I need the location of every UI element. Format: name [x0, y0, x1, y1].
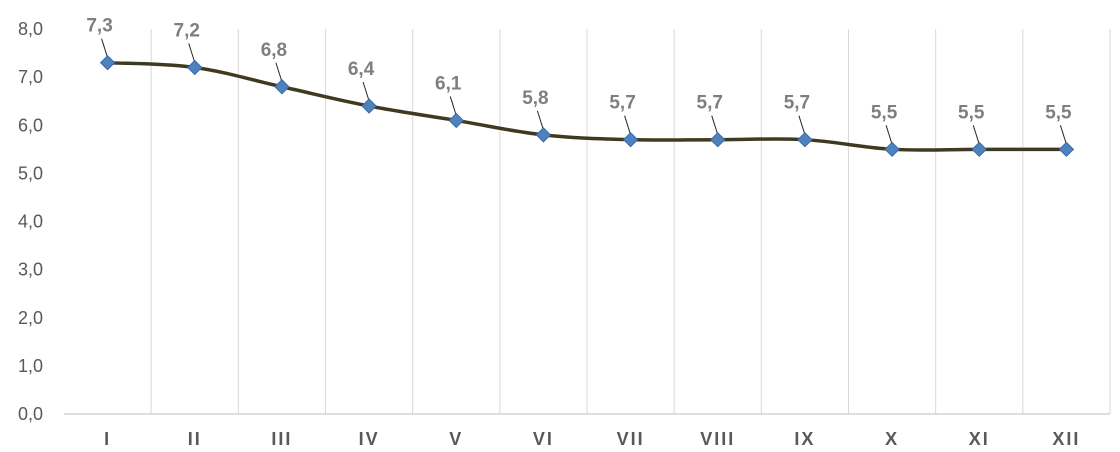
- y-tick-label: 6,0: [18, 115, 43, 135]
- x-tick-label: III: [271, 429, 292, 449]
- data-point-marker: [710, 131, 726, 148]
- data-point-marker: [884, 141, 900, 158]
- y-tick-label: 7,0: [18, 67, 43, 87]
- x-tick-label: I: [104, 429, 111, 449]
- data-point-marker: [1058, 141, 1075, 158]
- series-layer: [105, 60, 1069, 152]
- x-tick-label: VIII: [700, 429, 735, 449]
- x-tick-label: XII: [1052, 429, 1080, 449]
- y-tick-label: 3,0: [18, 260, 43, 280]
- data-label-leader-line: [362, 81, 370, 102]
- data-label: 6,4: [348, 59, 375, 80]
- series-line: [105, 60, 1069, 152]
- x-tick-label: VI: [533, 429, 554, 449]
- data-point-marker: [971, 141, 987, 158]
- x-tick-label: VII: [617, 429, 645, 449]
- data-label: 5,7: [784, 93, 810, 114]
- y-axis-tick-labels: 0,0 1,0 2,0 3,0 4,0 5,0 6,0 7,0 8,0: [18, 19, 43, 424]
- data-point-marker: [274, 79, 290, 95]
- y-tick-label: 5,0: [18, 163, 43, 183]
- data-label-leader-line: [101, 38, 109, 58]
- grid-layer: [150, 29, 1111, 414]
- data-markers: [99, 54, 1075, 158]
- data-point-marker: [535, 127, 552, 143]
- data-point-marker: [448, 112, 464, 129]
- data-label: 5,8: [522, 88, 548, 109]
- data-label-leader-line: [885, 125, 893, 145]
- data-label: 5,7: [609, 93, 635, 114]
- data-point-marker: [99, 54, 116, 71]
- y-tick-label: 8,0: [18, 19, 43, 39]
- y-tick-label: 0,0: [18, 404, 43, 424]
- data-label: 7,2: [174, 21, 200, 42]
- x-tick-label: II: [188, 429, 202, 449]
- data-label-leader-lines: [101, 38, 1067, 145]
- y-tick-label: 1,0: [18, 356, 43, 376]
- data-label-leader-line: [711, 115, 719, 135]
- y-tick-label: 4,0: [18, 212, 43, 232]
- x-tick-label: XI: [969, 429, 990, 449]
- data-label: 7,3: [86, 16, 112, 37]
- data-point-marker: [797, 131, 813, 148]
- data-labels: 7,3 7,2 6,8 6,4 6,1 5,8 5,7 5,7 5,7 5,5 5,5 5,5: [86, 16, 1072, 124]
- data-label-leader-line: [624, 115, 632, 135]
- data-label-leader-line: [449, 96, 457, 116]
- data-label-leader-line: [536, 110, 544, 131]
- data-label: 6,1: [435, 73, 462, 94]
- data-label-leader-line: [275, 62, 283, 82]
- data-label: 5,7: [697, 93, 723, 114]
- data-label-leader-line: [972, 125, 980, 145]
- data-label-leader-line: [1059, 125, 1067, 145]
- x-tick-label: V: [449, 429, 463, 449]
- data-point-marker: [622, 131, 639, 148]
- data-label-leader-line: [798, 115, 806, 135]
- data-point-marker: [361, 98, 377, 114]
- x-axis-tick-labels: I II III IV V VI VII VIII IX X XI XII: [104, 429, 1080, 449]
- data-label-leader-line: [188, 43, 196, 63]
- y-tick-label: 2,0: [18, 308, 43, 328]
- data-point-marker: [187, 59, 203, 76]
- data-label: 6,8: [261, 40, 287, 61]
- data-label: 5,5: [1045, 102, 1072, 123]
- x-tick-label: X: [885, 429, 899, 449]
- x-tick-label: IV: [359, 429, 380, 449]
- data-label: 5,5: [871, 102, 898, 123]
- data-label: 5,5: [958, 102, 985, 123]
- x-tick-label: IX: [794, 429, 815, 449]
